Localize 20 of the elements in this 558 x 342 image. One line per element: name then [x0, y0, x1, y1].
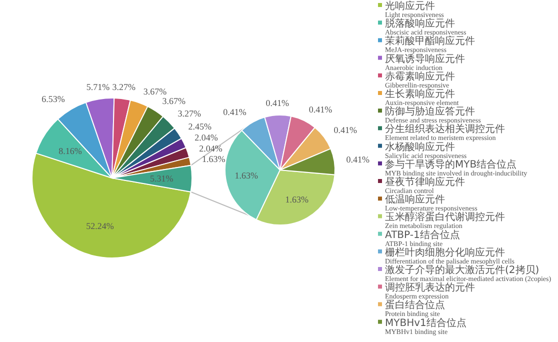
data-label: 2.45%: [188, 121, 212, 132]
data-label: 2.04%: [194, 132, 218, 143]
data-label: 5.31%: [150, 173, 174, 184]
data-label: 8.16%: [58, 146, 82, 156]
data-label: 3.67%: [143, 86, 168, 96]
data-label: 1.63%: [202, 154, 226, 164]
data-label: 3.27%: [112, 82, 136, 92]
data-label: 0.41%: [223, 107, 247, 118]
data-label: 3.67%: [162, 96, 186, 106]
data-label: 5.71%: [86, 82, 110, 92]
data-label: 0.41%: [346, 154, 370, 165]
data-label: 6.53%: [42, 94, 66, 104]
data-label: 0.41%: [266, 98, 290, 108]
data-label: 1.63%: [285, 194, 310, 205]
data-label: 2.04%: [199, 144, 223, 154]
data-label: 0.41%: [334, 124, 358, 135]
data-label: 1.63%: [234, 170, 258, 180]
data-label: 0.41%: [308, 104, 333, 115]
data-label: 52.24%: [86, 221, 114, 232]
data-label: 3.27%: [178, 108, 202, 119]
